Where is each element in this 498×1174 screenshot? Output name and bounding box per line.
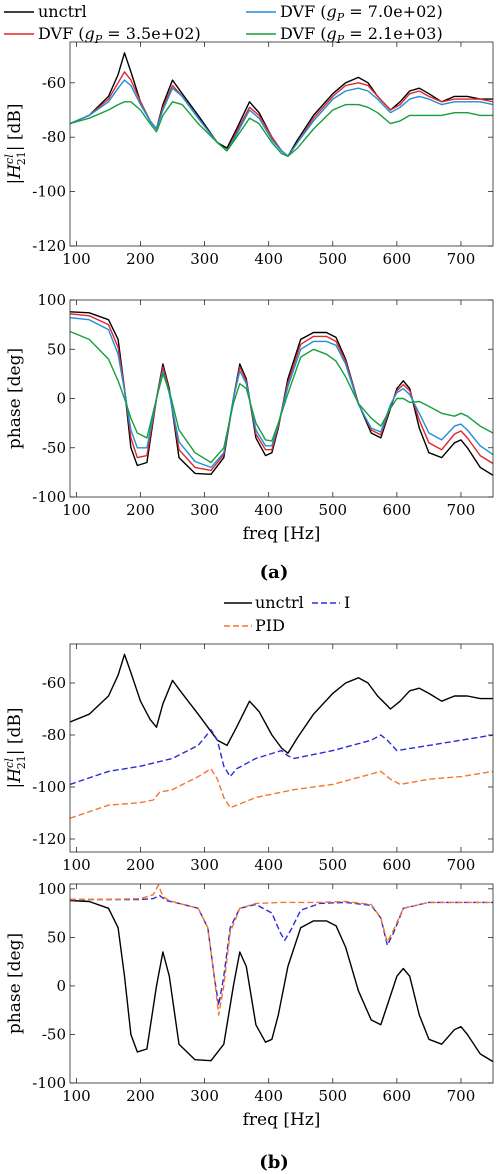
legend-b: unctrl I PID (224, 593, 350, 635)
x-tick-label: 300 (190, 1087, 219, 1105)
legend-label: unctrl (38, 2, 87, 21)
legend-label: DVF (gP = 7.0e+02) (280, 2, 443, 24)
x-tick-label: 500 (318, 856, 347, 874)
x-tick-label: 100 (62, 501, 91, 519)
x-tick-label: 200 (126, 1087, 155, 1105)
x-tick-label: 200 (126, 856, 155, 874)
y-tick-label: -80 (42, 726, 66, 744)
y-tick-label: -50 (42, 1025, 66, 1043)
legend-label: PID (255, 616, 285, 635)
y-tick-label: -50 (42, 439, 66, 457)
x-tick-label: 700 (447, 1087, 476, 1105)
x-tick-label: 600 (383, 856, 412, 874)
series-line-dvf-3-5e-02 (70, 313, 493, 472)
y-tick-label: -60 (42, 74, 66, 92)
x-tick-label: 400 (254, 856, 283, 874)
series-group (70, 311, 493, 476)
axes-box (69, 883, 494, 1084)
x-tick-label: 600 (383, 1087, 412, 1105)
series-line-pid (70, 768, 493, 819)
x-tick-label: 400 (254, 250, 283, 268)
axes-box (69, 299, 494, 498)
x-tick-label: 400 (254, 1087, 283, 1105)
series-line-unctrl (70, 653, 493, 754)
y-tick-label: 100 (37, 880, 66, 898)
legend-label: unctrl (255, 593, 304, 612)
y-tick-label: -80 (42, 128, 66, 146)
series-group (70, 52, 493, 157)
series-line-dvf-2-1e-03 (70, 330, 493, 464)
series-line-dvf-2-1e-03 (70, 101, 493, 157)
legend-label: I (344, 593, 350, 612)
x-tick-label: 300 (190, 501, 219, 519)
y-tick-label: -120 (32, 830, 66, 848)
axes-box (69, 643, 494, 853)
plot-b-phase: 100 200 300 400 500 600 700100500-50-100phase … (5, 880, 494, 1130)
legend-a: unctrl DVF (gP = 7.0e+02) DVF (gP = 3.5e+0… (4, 2, 443, 46)
y-tick-label: 50 (47, 340, 66, 358)
axes-box (69, 41, 494, 247)
x-axis-label: freq [Hz] (243, 1110, 321, 1130)
x-tick-label: 200 (126, 501, 155, 519)
x-tick-label: 400 (254, 501, 283, 519)
y-tick-label: 0 (56, 977, 66, 995)
legend-label: DVF (gP = 2.1e+03) (280, 24, 443, 46)
series-line-unctrl (70, 311, 493, 476)
plot-a-magnitude: 100 200 300 400 500 600 700 -60 -80 -100 -120 |Hcl2… (3, 41, 494, 268)
y-tick-label: -120 (32, 237, 66, 255)
x-tick-label: 600 (383, 250, 412, 268)
series-line-i (70, 894, 493, 1006)
y-tick-label: -100 (32, 778, 66, 796)
y-tick-label: 100 (37, 291, 66, 309)
x-tick-label: 700 (447, 501, 476, 519)
x-tick-label: 300 (190, 250, 219, 268)
series-line-unctrl (70, 899, 493, 1063)
y-axis-label: |Hcl21| [dB] (3, 707, 28, 788)
y-tick-label: -100 (32, 1074, 66, 1092)
y-tick-label: 0 (56, 390, 66, 408)
x-tick-label: 600 (383, 501, 412, 519)
x-tick-label: 200 (126, 250, 155, 268)
x-tick-label: 100 (62, 856, 91, 874)
series-line-dvf-7-0e-02 (70, 79, 493, 157)
x-tick-label: 300 (190, 856, 219, 874)
y-tick-label: -100 (32, 488, 66, 506)
x-tick-label: 100 (62, 1087, 91, 1105)
series-line-pid (70, 884, 493, 1016)
x-tick-label: 500 (318, 1087, 347, 1105)
plot-b-magnitude: 100 200 300 400 500 600 700 -60 -80 -100 -120 |Hcl2… (3, 643, 494, 874)
y-axis-label: phase [deg] (5, 933, 25, 1034)
y-tick-label: 50 (47, 928, 66, 946)
y-axis-label: phase [deg] (5, 348, 25, 449)
series-group (70, 884, 493, 1063)
x-axis-label: freq [Hz] (243, 524, 321, 544)
x-tick-label: 500 (318, 250, 347, 268)
legend-label: DVF (gP = 3.5e+02) (38, 24, 201, 46)
x-tick-label: 700 (447, 856, 476, 874)
y-axis-label: |Hcl21| [dB] (3, 103, 28, 184)
x-tick-label: 100 (62, 250, 91, 268)
panel-label-b: (b) (259, 1152, 289, 1173)
y-tick-label: -60 (42, 674, 66, 692)
x-tick-label: 700 (447, 250, 476, 268)
y-tick-label: -100 (32, 183, 66, 201)
series-line-dvf-3-5e-02 (70, 71, 493, 157)
series-group (70, 653, 493, 819)
plot-a-phase: 100 200 300 400 500 600 700100500-50-100phase … (5, 291, 494, 544)
x-tick-label: 500 (318, 501, 347, 519)
panel-label-a: (a) (260, 562, 289, 583)
series-line-i (70, 729, 493, 786)
